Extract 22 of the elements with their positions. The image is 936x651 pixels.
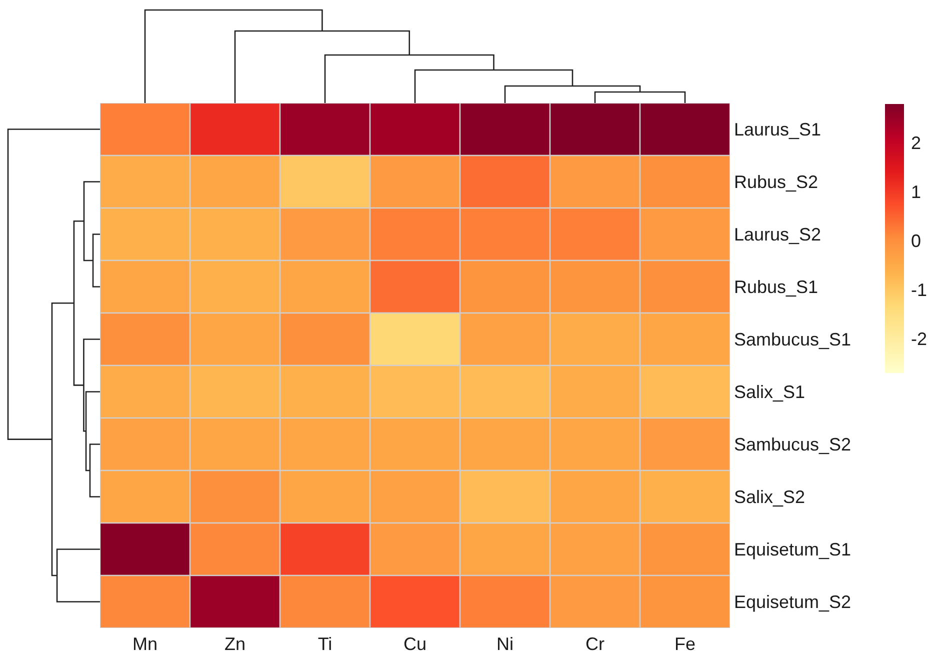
x-tick-label: Ni <box>496 634 514 651</box>
x-tick-label: Zn <box>224 634 246 651</box>
x-tick-label: Fe <box>674 634 696 651</box>
y-tick-label: Equisetum_S1 <box>734 540 852 560</box>
y-tick-label: Salix_S1 <box>734 382 806 402</box>
y-tick-label: Sambucus_S2 <box>734 434 852 455</box>
y-tick-label: Sambucus_S1 <box>734 330 852 350</box>
x-tick-label: Ti <box>318 634 332 651</box>
y-tick-label: Equisetum_S2 <box>734 592 852 612</box>
x-tick-label: Cu <box>403 634 427 651</box>
y-tick-label: Rubus_S2 <box>734 172 818 192</box>
color-bar-label: 0 <box>911 230 922 251</box>
color-bar-label: -1 <box>911 280 928 300</box>
x-tick-label: Cr <box>586 634 604 651</box>
y-tick-label: Laurus_S1 <box>734 120 822 140</box>
color-bar-label: 2 <box>911 133 922 154</box>
color-bar-label: 1 <box>911 182 922 202</box>
x-tick-label: Mn <box>132 634 158 651</box>
color-bar-label: -2 <box>911 328 928 349</box>
y-tick-label: Salix_S2 <box>734 487 806 508</box>
y-tick-label: Laurus_S2 <box>734 224 822 245</box>
y-tick-label: Rubus_S1 <box>734 277 818 298</box>
